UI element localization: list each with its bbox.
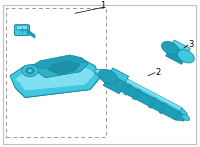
Polygon shape bbox=[103, 74, 125, 94]
Ellipse shape bbox=[99, 69, 117, 84]
Text: 1: 1 bbox=[100, 1, 106, 10]
Polygon shape bbox=[176, 51, 183, 62]
Polygon shape bbox=[180, 53, 187, 64]
Polygon shape bbox=[109, 68, 129, 82]
Polygon shape bbox=[178, 52, 185, 63]
FancyBboxPatch shape bbox=[14, 25, 30, 36]
Polygon shape bbox=[15, 66, 95, 91]
Ellipse shape bbox=[29, 70, 32, 72]
FancyBboxPatch shape bbox=[16, 26, 28, 30]
Polygon shape bbox=[159, 103, 167, 114]
Polygon shape bbox=[148, 97, 156, 108]
Polygon shape bbox=[15, 75, 100, 97]
Polygon shape bbox=[132, 89, 140, 100]
Polygon shape bbox=[173, 40, 190, 52]
Bar bbox=[6, 8, 106, 137]
Polygon shape bbox=[35, 62, 88, 78]
Polygon shape bbox=[173, 49, 180, 60]
Ellipse shape bbox=[177, 50, 194, 63]
Ellipse shape bbox=[182, 115, 190, 121]
Polygon shape bbox=[110, 71, 182, 110]
Text: 3: 3 bbox=[188, 40, 194, 50]
Polygon shape bbox=[109, 71, 182, 112]
Polygon shape bbox=[171, 40, 190, 54]
Polygon shape bbox=[180, 108, 188, 117]
Polygon shape bbox=[95, 70, 113, 83]
Polygon shape bbox=[124, 84, 132, 95]
Polygon shape bbox=[175, 112, 186, 121]
Ellipse shape bbox=[26, 67, 35, 74]
Polygon shape bbox=[10, 58, 100, 97]
Polygon shape bbox=[32, 55, 88, 78]
Polygon shape bbox=[175, 50, 181, 61]
Polygon shape bbox=[48, 61, 80, 75]
Ellipse shape bbox=[22, 65, 38, 77]
Polygon shape bbox=[168, 47, 174, 57]
Polygon shape bbox=[171, 48, 178, 59]
Polygon shape bbox=[169, 47, 176, 58]
Polygon shape bbox=[95, 70, 113, 81]
Ellipse shape bbox=[162, 41, 178, 55]
Text: 2: 2 bbox=[155, 68, 161, 77]
Polygon shape bbox=[166, 46, 187, 64]
Polygon shape bbox=[27, 29, 35, 38]
Polygon shape bbox=[105, 75, 180, 120]
